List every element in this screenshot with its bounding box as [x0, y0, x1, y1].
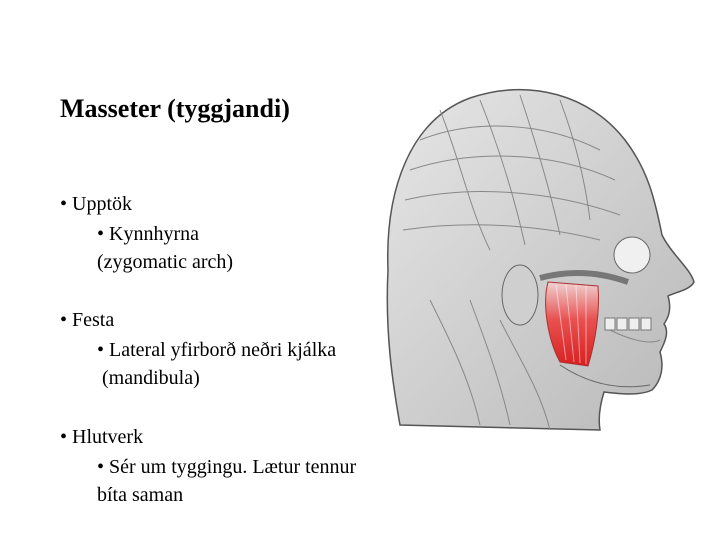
slide-title: Masseter (tyggjandi) [60, 94, 290, 123]
bullet-heading: • Festa [60, 309, 115, 331]
masseter-fibres [555, 284, 587, 364]
bullet-line: • Lateral yfirborð neðri kjálka [97, 339, 337, 361]
bullet-line: (zygomatic arch) [97, 251, 234, 273]
bullet-line: (mandibula) [97, 367, 200, 389]
ear [501, 264, 539, 326]
head-outline [386, 88, 695, 431]
muscle-lines [402, 94, 661, 431]
zygomatic-arch [539, 270, 630, 285]
bullet-line: bíta saman [97, 484, 184, 506]
teeth [604, 317, 652, 331]
bullet-line: • Kynnhyrna [97, 223, 199, 245]
jaw-line [559, 364, 651, 388]
bullet-heading: • Hlutverk [60, 426, 144, 448]
bullet-line: • Sér um tyggingu. Lætur tennur [97, 456, 357, 478]
eye [613, 236, 651, 274]
bullet-heading: • Upptök [60, 193, 133, 215]
